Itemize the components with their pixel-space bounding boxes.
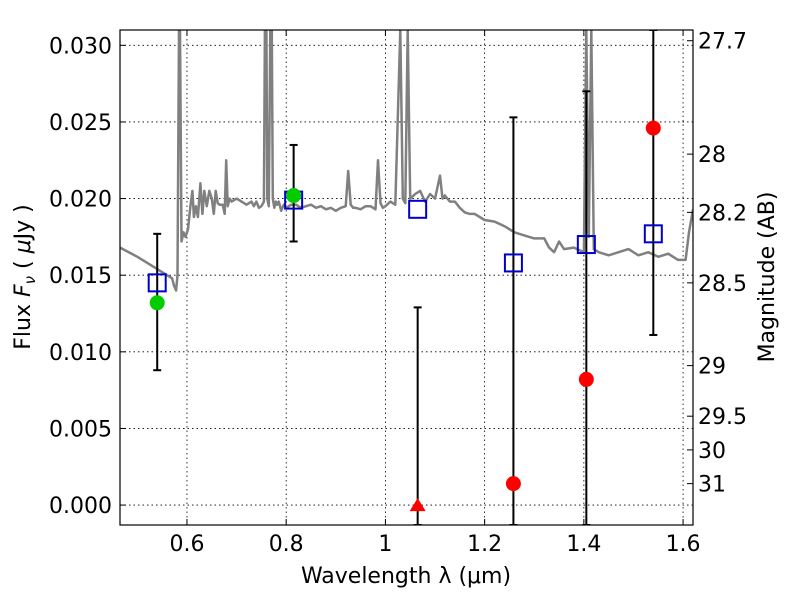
right-tick-label: 28.2 (698, 201, 747, 226)
x-tick-label: 0.6 (169, 532, 204, 557)
y-tick-label: 0.025 (49, 111, 112, 136)
model-square-marker (503, 253, 523, 273)
ticks-layer: 0.6 0.8 1 1.2 1.4 1.6 0.000 0.005 0.010 0.015 0.02… (49, 30, 747, 557)
points-layer (147, 120, 663, 512)
model-square-marker (408, 199, 428, 219)
right-axis-label: Magnitude (AB) (755, 192, 780, 363)
y-axis-label: Flux Fν ( μJy ) (11, 204, 39, 349)
x-axis-label: Wavelength λ (μm) (301, 564, 511, 589)
y-tick-label: 0.000 (49, 494, 112, 519)
x-tick-label: 1.6 (666, 532, 701, 557)
x-tick-label: 0.8 (269, 532, 304, 557)
model-square-marker (147, 273, 167, 293)
y-tick-label: 0.015 (49, 264, 112, 289)
y-tick-label: 0.005 (49, 417, 112, 442)
x-tick-label: 1 (378, 532, 392, 557)
spectrum-layer (120, 30, 693, 292)
data-point (286, 188, 302, 204)
model-square-marker (576, 235, 596, 255)
right-tick-label: 27.7 (698, 30, 747, 55)
data-point (578, 371, 594, 387)
data-point (645, 120, 661, 136)
right-tick-label: 30 (698, 439, 726, 464)
plot-frame (119, 29, 694, 526)
x-tick-label: 1.2 (467, 532, 502, 557)
right-tick-label: 28 (698, 143, 726, 168)
right-tick-label: 28.5 (698, 272, 747, 297)
right-tick-label: 31 (698, 473, 726, 498)
right-tick-label: 29.5 (698, 405, 747, 430)
y-tick-label: 0.030 (49, 34, 112, 59)
errorbars-layer (153, 30, 658, 525)
x-tick-label: 1.4 (566, 532, 601, 557)
right-tick-label: 29 (698, 355, 726, 380)
data-point (149, 295, 165, 311)
model-square-marker (643, 224, 663, 244)
y-tick-label: 0.020 (49, 188, 112, 213)
spectrum-line (120, 30, 693, 292)
upper-limit-marker (409, 498, 426, 512)
data-point (505, 476, 521, 492)
y-tick-label: 0.010 (49, 341, 112, 366)
